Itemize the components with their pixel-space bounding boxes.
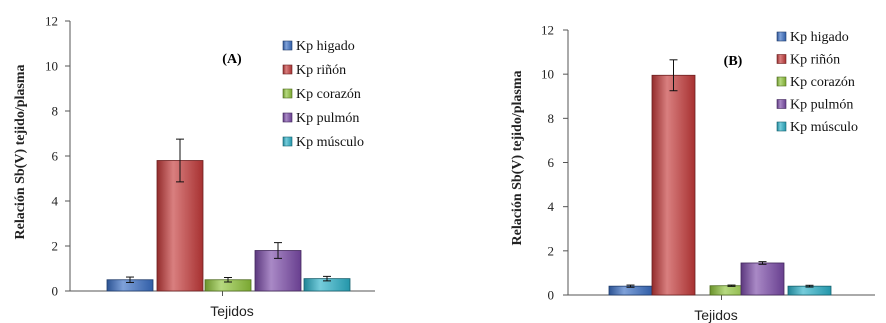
legend-label-a-3: Kp corazón bbox=[296, 87, 361, 102]
y-tick-label-a: 10 bbox=[45, 59, 58, 74]
error-bar-a-1 bbox=[126, 276, 134, 283]
legend-label-b-5: Kp músculo bbox=[790, 120, 858, 135]
panel-label-b: (B) bbox=[724, 54, 743, 69]
legend-swatch-b-3 bbox=[776, 76, 787, 87]
y-axis-label-b: Relación Sb(V) tejido/plasma bbox=[510, 71, 525, 246]
y-axis-label-a: Relación Sb(V) tejido/plasma bbox=[13, 65, 28, 240]
y-tick-label-b: 12 bbox=[541, 23, 554, 38]
error-bar-b-2 bbox=[669, 59, 678, 92]
legend-swatch-b-5 bbox=[776, 121, 787, 132]
y-tick-label-b: 6 bbox=[548, 155, 555, 170]
legend-swatch-b-4 bbox=[776, 99, 787, 109]
legend-label-b-4: Kp pulmón bbox=[790, 98, 853, 113]
error-bar-a-2 bbox=[176, 138, 184, 183]
legend-swatch-a-5 bbox=[282, 136, 293, 147]
legend-label-b-2: Kp riñón bbox=[790, 53, 840, 68]
error-bar-b-3 bbox=[727, 284, 736, 287]
chart-panel-b: Relación Sb(V) tejido/plasma (B) Tejidos… bbox=[510, 23, 875, 323]
legend-label-b-3: Kp corazón bbox=[790, 75, 855, 90]
error-bar-a-4 bbox=[274, 242, 282, 259]
legend-swatch-a-3 bbox=[282, 88, 293, 99]
legend-label-b-1: Kp higado bbox=[790, 30, 849, 45]
x-axis-label-a: Tejidos bbox=[210, 303, 254, 319]
legend-label-a-1: Kp higado bbox=[296, 39, 355, 54]
legend-label-a-2: Kp riñón bbox=[296, 63, 346, 78]
legend-swatch-a-4 bbox=[282, 112, 293, 123]
y-tick-label-b: 0 bbox=[548, 288, 555, 303]
error-bar-a-5 bbox=[323, 275, 331, 282]
panel-label-a: (A) bbox=[222, 52, 242, 67]
bar-b-4 bbox=[740, 262, 785, 296]
y-tick-label-a: 4 bbox=[52, 194, 59, 209]
error-bar-b-5 bbox=[805, 284, 814, 288]
error-bar-a-3 bbox=[224, 277, 232, 283]
error-bar-b-1 bbox=[626, 284, 635, 288]
x-axis-label-b: Tejidos bbox=[694, 307, 738, 323]
legend-swatch-a-1 bbox=[282, 40, 293, 51]
y-tick-label-a: 8 bbox=[52, 104, 59, 119]
chart-panel-a: Relación Sb(V) tejido/plasma (A) Tejidos… bbox=[13, 14, 375, 319]
legend-swatch-a-2 bbox=[282, 64, 293, 75]
error-bar-b-4 bbox=[758, 261, 767, 265]
y-tick-label-b: 4 bbox=[548, 199, 555, 214]
legend-label-a-5: Kp músculo bbox=[296, 135, 364, 150]
y-tick-label-a: 6 bbox=[52, 149, 59, 164]
legend-swatch-b-1 bbox=[776, 31, 787, 42]
legend-label-a-4: Kp pulmón bbox=[296, 111, 359, 126]
y-tick-label-a: 12 bbox=[45, 14, 58, 29]
y-tick-label-b: 8 bbox=[548, 111, 555, 126]
y-tick-label-a: 2 bbox=[52, 239, 59, 254]
y-tick-label-a: 0 bbox=[52, 284, 59, 299]
legend-swatch-b-2 bbox=[776, 54, 787, 64]
bar-b-2 bbox=[651, 74, 696, 296]
y-tick-label-b: 2 bbox=[548, 243, 555, 258]
y-tick-label-b: 10 bbox=[541, 67, 554, 82]
